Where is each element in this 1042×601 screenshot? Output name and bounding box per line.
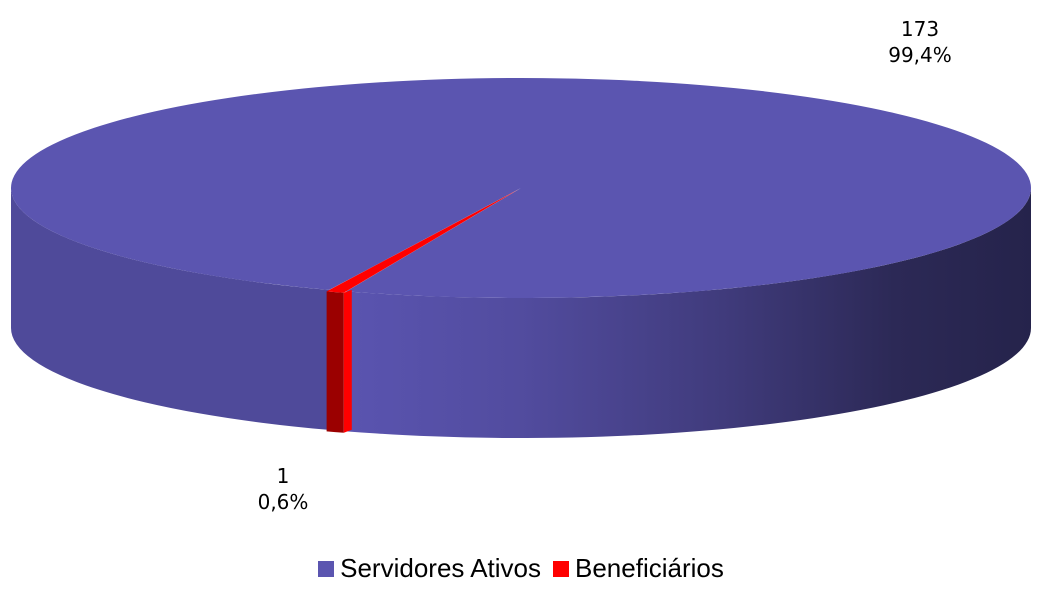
legend-swatch-icon (553, 560, 569, 577)
slice-servidores-ativos (10, 77, 1031, 298)
slice-beneficiarios (326, 189, 519, 293)
legend-item-servidores-ativos: Servidores Ativos (318, 553, 541, 584)
slice-side-servidores-ativos (346, 188, 1032, 438)
legend-item-beneficiarios: Beneficiários (553, 553, 724, 584)
data-label-beneficiarios: 1 0,6% (243, 463, 323, 515)
legend-swatch-icon (318, 560, 335, 577)
data-label-percent: 99,4% (888, 43, 952, 67)
slice-side-servidores-ativos-left (11, 188, 330, 430)
slice-side-beneficiarios (326, 291, 344, 433)
legend-label: Beneficiários (575, 553, 724, 583)
data-label-value: 173 (900, 17, 940, 41)
pie-slices (10, 77, 1032, 438)
chart-legend: Servidores Ativos Beneficiários (0, 553, 1042, 584)
legend-label: Servidores Ativos (340, 553, 541, 583)
data-label-servidores-ativos: 173 99,4% (870, 16, 970, 68)
slice-edge-beneficiarios (343, 289, 352, 433)
data-label-value: 1 (276, 464, 290, 488)
data-label-percent: 0,6% (257, 490, 309, 514)
